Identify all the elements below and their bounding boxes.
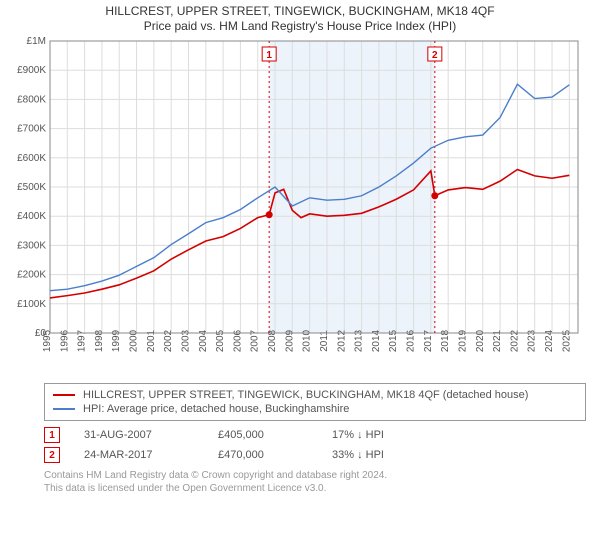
svg-text:2: 2 (432, 50, 438, 61)
svg-text:£400K: £400K (17, 211, 46, 222)
svg-text:£100K: £100K (17, 299, 46, 310)
svg-text:1: 1 (266, 50, 272, 61)
legend-row-property: HILLCREST, UPPER STREET, TINGEWICK, BUCK… (53, 388, 577, 402)
legend: HILLCREST, UPPER STREET, TINGEWICK, BUCK… (44, 383, 586, 421)
svg-text:£700K: £700K (17, 124, 46, 135)
transaction-delta: 17% ↓ HPI (332, 429, 384, 441)
transaction-date: 24-MAR-2017 (84, 449, 194, 461)
transaction-row: 2 24-MAR-2017 £470,000 33% ↓ HPI (44, 447, 586, 463)
svg-text:£500K: £500K (17, 182, 46, 193)
transaction-row: 1 31-AUG-2007 £405,000 17% ↓ HPI (44, 427, 586, 443)
legend-swatch-hpi (53, 408, 75, 410)
transaction-marker: 1 (44, 427, 60, 443)
footer-line2: This data is licensed under the Open Gov… (44, 482, 586, 495)
svg-text:£800K: £800K (17, 94, 46, 105)
title-subtitle: Price paid vs. HM Land Registry's House … (0, 19, 600, 33)
footer-line1: Contains HM Land Registry data © Crown c… (44, 469, 586, 482)
legend-row-hpi: HPI: Average price, detached house, Buck… (53, 402, 577, 416)
svg-text:£600K: £600K (17, 153, 46, 164)
transaction-price: £470,000 (218, 449, 308, 461)
transaction-marker: 2 (44, 447, 60, 463)
svg-text:£1M: £1M (27, 37, 46, 47)
price-chart: £0£100K£200K£300K£400K£500K£600K£700K£80… (10, 37, 586, 377)
footer-attribution: Contains HM Land Registry data © Crown c… (44, 469, 586, 495)
transaction-date: 31-AUG-2007 (84, 429, 194, 441)
svg-text:£200K: £200K (17, 270, 46, 281)
title-address: HILLCREST, UPPER STREET, TINGEWICK, BUCK… (0, 4, 600, 18)
chart-titles: HILLCREST, UPPER STREET, TINGEWICK, BUCK… (0, 0, 600, 33)
transactions-list: 1 31-AUG-2007 £405,000 17% ↓ HPI 2 24-MAR-201… (0, 427, 600, 463)
legend-label-hpi: HPI: Average price, detached house, Buck… (83, 403, 349, 415)
legend-swatch-property (53, 394, 75, 396)
transaction-price: £405,000 (218, 429, 308, 441)
transaction-delta: 33% ↓ HPI (332, 449, 384, 461)
svg-text:£900K: £900K (17, 65, 46, 76)
svg-text:£300K: £300K (17, 240, 46, 251)
legend-label-property: HILLCREST, UPPER STREET, TINGEWICK, BUCK… (83, 389, 528, 401)
